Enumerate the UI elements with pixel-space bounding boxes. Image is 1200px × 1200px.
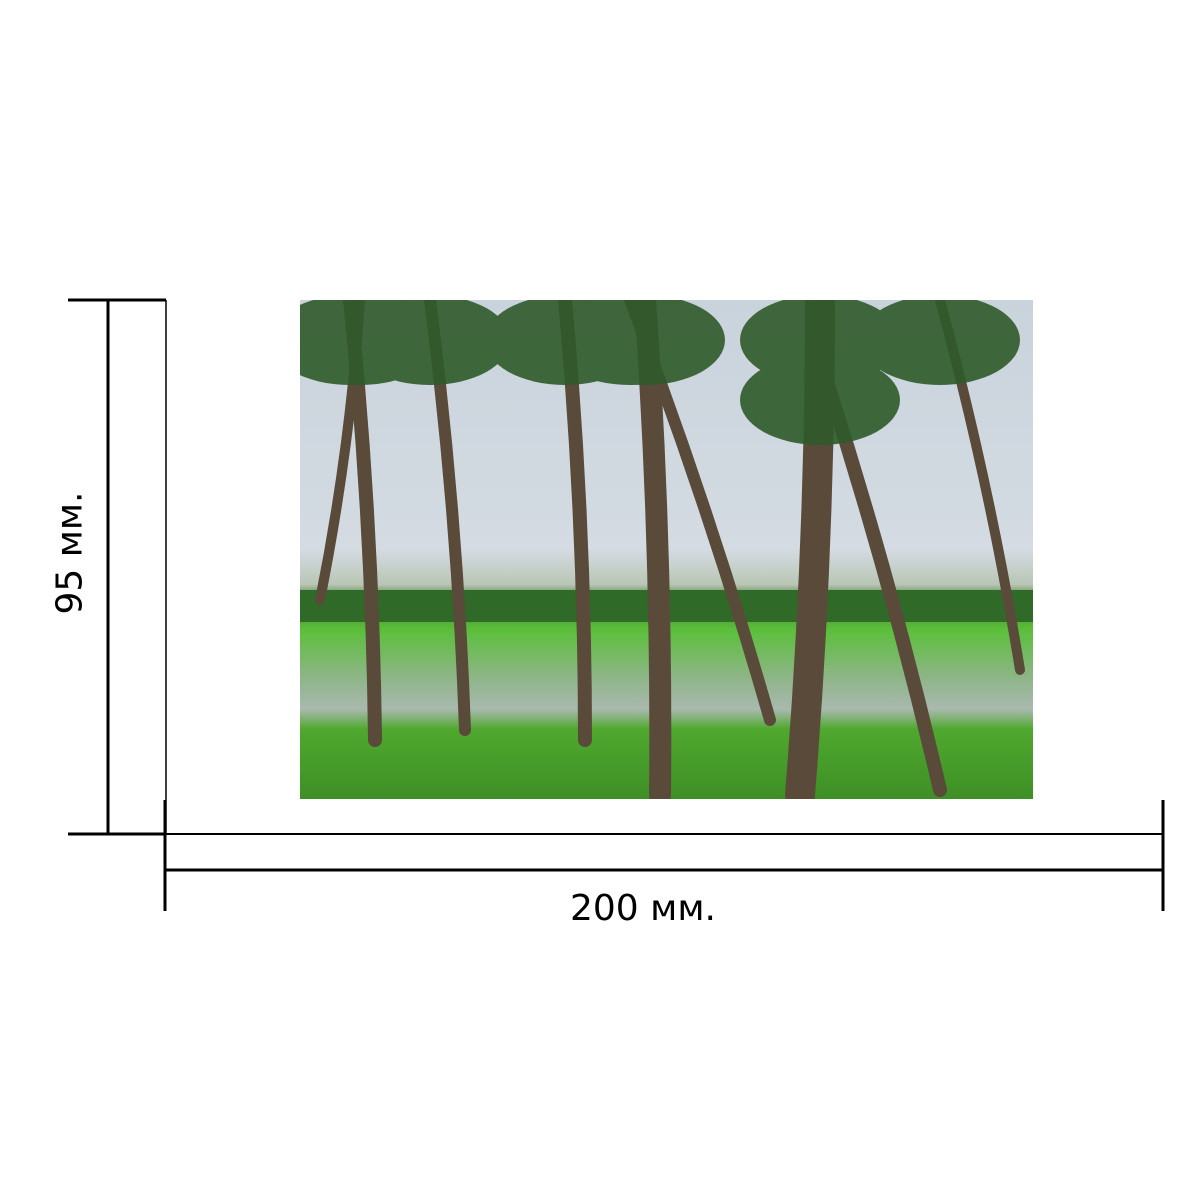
product-photo: [300, 300, 1033, 799]
width-label: 200 мм.: [570, 888, 716, 929]
palm-fronds: [300, 300, 440, 385]
palm-landscape: [300, 300, 1033, 799]
palm-fronds: [550, 300, 710, 385]
palm-fronds: [740, 355, 900, 445]
height-label: 95 мм.: [49, 491, 91, 615]
palm-fronds: [860, 300, 1020, 385]
